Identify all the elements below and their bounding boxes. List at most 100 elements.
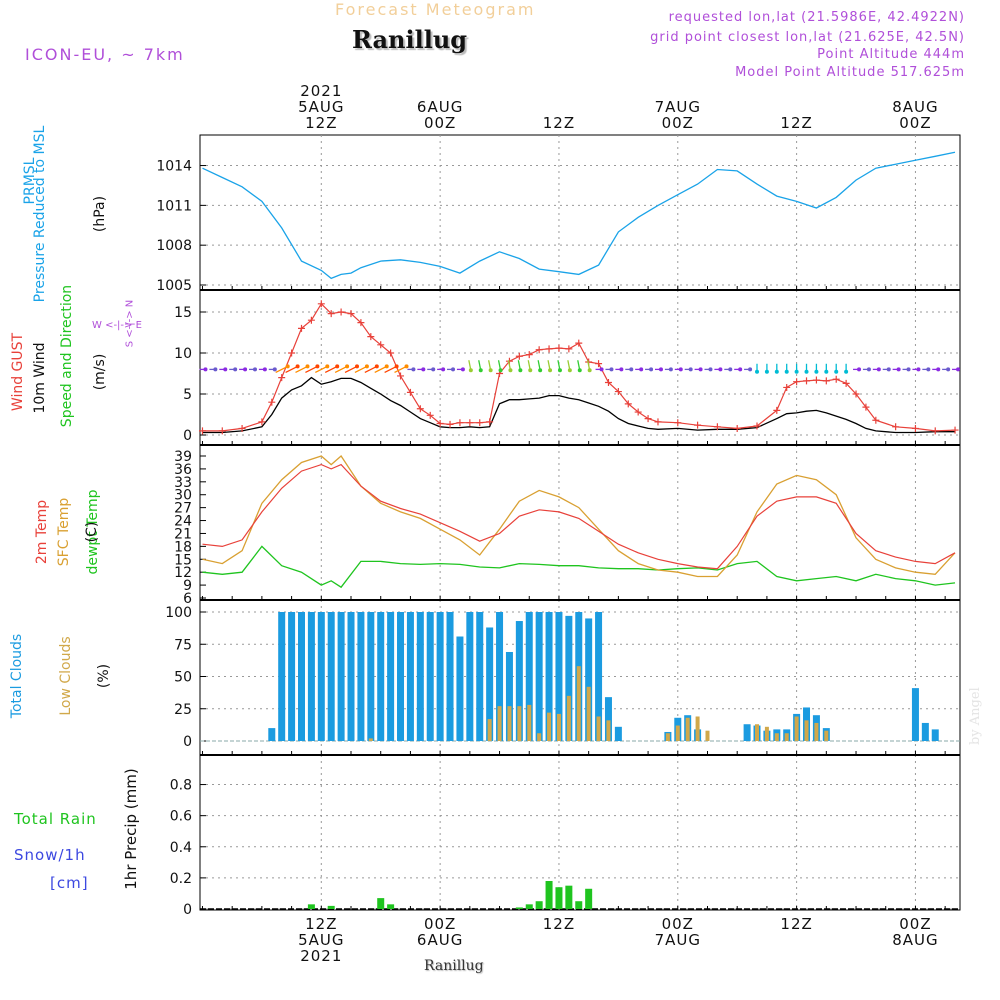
gust-marker <box>337 308 345 316</box>
gust-marker <box>387 349 395 357</box>
total-cloud-bar <box>911 688 919 741</box>
low-cloud-bar <box>537 733 542 741</box>
gust-marker <box>812 376 820 384</box>
top-time-label: 00Z <box>662 114 694 132</box>
location-title: Ranillug <box>352 25 468 54</box>
bottom-time-label: 7AUG <box>655 931 701 949</box>
gust-marker <box>624 400 632 408</box>
wind-direction-arrowhead <box>946 367 951 372</box>
wind-direction-arrowhead <box>698 367 703 372</box>
wind-direction-arrowhead <box>498 368 503 373</box>
gust-marker <box>238 424 246 432</box>
total-cloud-bar <box>317 612 325 741</box>
low-cloud-bar <box>527 704 532 741</box>
total-cloud-bar <box>327 612 335 741</box>
gust-marker <box>803 377 811 385</box>
gust-marker <box>486 418 494 426</box>
gust-marker <box>634 408 642 416</box>
low-cloud-bar <box>497 706 502 741</box>
wind-direction-arrowhead <box>528 368 533 373</box>
wind-direction-arrowhead <box>834 369 839 374</box>
total-cloud-bar <box>525 612 533 741</box>
wind-direction-arrowhead <box>345 364 350 369</box>
wind-ytick-label: 15 <box>174 305 192 321</box>
low-cloud-bar <box>596 716 601 741</box>
rain-bar <box>545 881 553 909</box>
rain-bar <box>387 904 395 909</box>
wind-direction-arrow <box>275 365 288 373</box>
total-cloud-bar <box>535 612 543 741</box>
clouds-ytick-label: 0 <box>183 734 192 750</box>
rain-label: Total Rain <box>14 810 97 828</box>
wind-direction-arrowhead <box>233 367 238 372</box>
temperature-ytick-label: 12 <box>174 565 192 581</box>
wind-direction-arrowhead <box>906 367 911 372</box>
gust-marker <box>604 379 612 387</box>
gust-marker <box>595 360 603 368</box>
wind-direction-arrowhead <box>557 368 562 373</box>
pressure-ytick-label: 1014 <box>156 159 192 175</box>
temperature-ytick-label: 39 <box>174 449 192 465</box>
total-cloud-bar <box>921 722 929 741</box>
top-time-label: 12Z <box>543 114 575 132</box>
pressure-ytick-label: 1008 <box>156 238 192 254</box>
low-cloud-bar <box>675 725 680 741</box>
wind-direction-arrow <box>285 365 298 373</box>
gust-marker <box>733 424 741 432</box>
gust-marker <box>654 418 662 426</box>
gust-marker <box>565 345 573 353</box>
wind-direction-arrowhead <box>488 368 493 373</box>
gust-marker <box>218 427 226 435</box>
wind-direction-arrowhead <box>936 367 941 372</box>
wind-ytick-label: 5 <box>183 387 192 403</box>
gust-marker <box>911 424 919 432</box>
gust-marker <box>575 339 583 347</box>
total-cloud-bar <box>406 612 414 741</box>
temperature-frame <box>199 444 961 601</box>
total-cloud-bar <box>466 612 474 741</box>
bottom-time-label: 12Z <box>780 915 812 933</box>
snow-unit-label: [cm] <box>50 874 89 892</box>
wind-direction-arrowhead <box>468 368 473 373</box>
gust-marker <box>307 316 315 324</box>
gust-marker <box>288 349 296 357</box>
wind-direction-arrowhead <box>404 364 409 369</box>
gust-marker <box>951 426 959 434</box>
wind-direction-arrow <box>295 365 308 373</box>
low-cloud-bar <box>566 695 571 741</box>
low-cloud-bar <box>665 733 670 741</box>
low-cloud-bar <box>774 733 779 741</box>
wind-direction-arrowhead <box>431 367 436 372</box>
wind-direction-arrowhead <box>678 367 683 372</box>
wind-direction-arrowhead <box>794 369 799 374</box>
wind-direction-arrowhead <box>295 364 300 369</box>
wind-direction-arrowhead <box>916 367 921 372</box>
bottom-time-label: 2021 <box>300 947 342 965</box>
top-time-label: 6AUG <box>417 98 463 116</box>
total-cloud-bar <box>426 612 434 741</box>
clouds-ytick-label: 25 <box>174 702 192 718</box>
gust-marker <box>397 372 405 380</box>
total-cloud-bar <box>347 612 355 741</box>
wind-direction-arrowhead <box>774 369 779 374</box>
wind-direction-arrow <box>324 365 338 373</box>
temperature-ytick-label: 15 <box>174 552 192 568</box>
wind-direction-arrowhead <box>658 367 663 372</box>
gust-marker <box>822 377 830 385</box>
rain-bar <box>585 888 593 909</box>
total-cloud-bar <box>278 612 286 741</box>
bottom-time-label: 5AUG <box>298 931 344 949</box>
gust-marker <box>406 388 414 396</box>
gust-marker <box>931 427 939 435</box>
temperature-ytick-label: 6 <box>183 591 192 607</box>
wind-direction-arrowhead <box>355 364 360 369</box>
wind-direction-arrowhead <box>814 369 819 374</box>
temperature-ytick-label: 18 <box>174 539 192 555</box>
wind-direction-arrow <box>374 365 388 373</box>
wind-direction-arrowhead <box>315 364 320 369</box>
wind-direction-arrowhead <box>384 364 389 369</box>
low-cloud-bar <box>586 686 591 741</box>
wind-direction-arrow <box>364 365 378 373</box>
gust-marker <box>773 406 781 414</box>
precip-ytick-label: 0 <box>183 902 192 918</box>
